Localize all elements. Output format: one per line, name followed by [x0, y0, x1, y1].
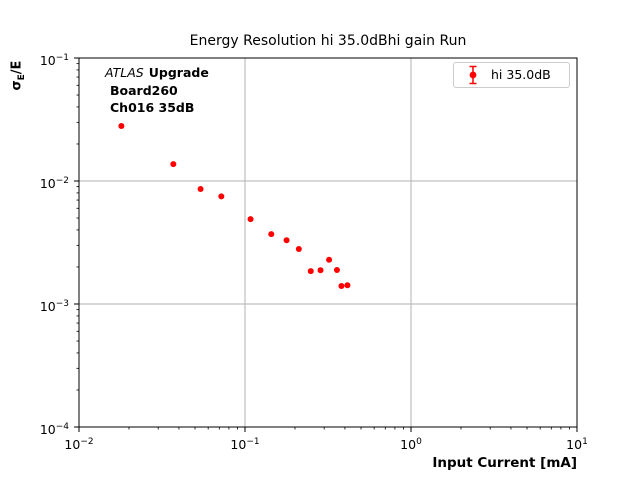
y-axis-label-sub: E	[17, 74, 28, 81]
data-point	[268, 231, 275, 238]
x-tick-label: 100	[400, 437, 422, 453]
annotation-line-1: ATLAS Upgrade	[105, 64, 209, 82]
data-point	[197, 186, 204, 193]
data-point	[317, 267, 324, 274]
plot-border	[78, 57, 578, 428]
data-point	[338, 283, 345, 290]
data-point	[344, 282, 351, 289]
x-tick-label: 10−2	[64, 437, 94, 453]
data-point	[326, 256, 333, 263]
data-point	[247, 216, 254, 223]
data-point	[170, 161, 177, 168]
annotation-line-3: Ch016 35dB	[110, 100, 195, 115]
annotation-block: ATLAS Upgrade Board260 Ch016 35dB	[105, 64, 209, 117]
annotation-line-2: Board260	[110, 82, 178, 98]
data-point	[307, 268, 314, 275]
y-tick-label: 10−2	[39, 176, 69, 192]
y-axis-label-suffix: /E	[9, 60, 25, 75]
annotation-upgrade: Upgrade	[148, 65, 209, 80]
y-axis-label-sigma: σ	[9, 80, 25, 91]
legend-entry-label: hi 35.0dB	[491, 67, 551, 82]
data-point	[218, 193, 225, 200]
data-point	[118, 122, 125, 129]
y-tick-label: 10−1	[39, 53, 69, 69]
data-point	[295, 245, 302, 252]
x-axis-label: Input Current [mA]	[432, 455, 577, 471]
data-point	[283, 237, 290, 244]
y-axis-label: σE/E	[9, 16, 28, 136]
legend-box: hi 35.0dB	[453, 62, 570, 88]
y-tick-label: 10−3	[39, 299, 69, 315]
x-tick-label: 101	[566, 437, 588, 453]
chart-title: Energy Resolution hi 35.0dBhi gain Run	[189, 33, 467, 49]
x-tick-label: 10−1	[230, 437, 260, 453]
errorbar-marker-icon	[469, 65, 477, 85]
annotation-atlas: ATLAS	[105, 65, 144, 80]
data-point	[333, 266, 340, 273]
y-tick-label: 10−4	[39, 422, 69, 438]
